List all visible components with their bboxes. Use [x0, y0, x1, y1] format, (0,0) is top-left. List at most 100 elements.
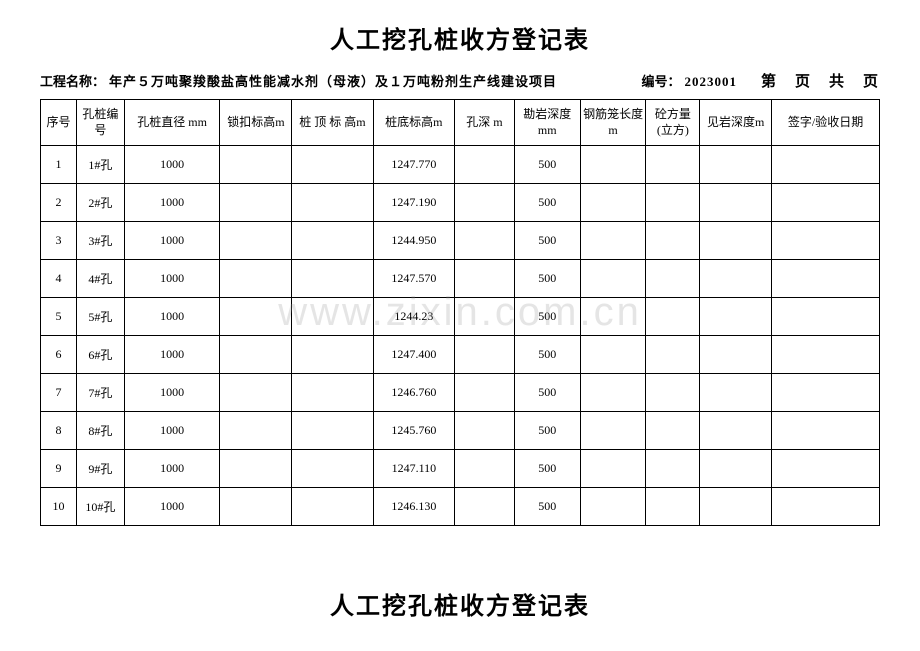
cell-sign: [772, 146, 880, 184]
cell-vol: [646, 260, 700, 298]
cell-lock: [220, 412, 292, 450]
cell-sign: [772, 488, 880, 526]
cell-top: [292, 222, 373, 260]
header-vol: 砼方量(立方): [646, 100, 700, 146]
cell-rock: 500: [514, 298, 580, 336]
cell-top: [292, 298, 373, 336]
header-sign: 签字/验收日期: [772, 100, 880, 146]
cell-dia: 1000: [124, 222, 220, 260]
table-row: 1010#孔10001246.130500: [41, 488, 880, 526]
cell-dia: 1000: [124, 260, 220, 298]
cell-vol: [646, 222, 700, 260]
cell-seq: 10: [41, 488, 77, 526]
cell-cage: [580, 222, 646, 260]
cell-bot: 1246.130: [373, 488, 454, 526]
cell-cage: [580, 184, 646, 222]
cell-cage: [580, 146, 646, 184]
cell-rock: 500: [514, 184, 580, 222]
page-info: 第 页 共 页: [761, 70, 880, 91]
cell-rdepth: [700, 336, 772, 374]
cell-depth: [455, 488, 515, 526]
project-value: 年产５万吨聚羧酸盐高性能减水剂（母液）及１万吨粉剂生产线建设项目: [109, 71, 557, 90]
cell-depth: [455, 374, 515, 412]
cell-sign: [772, 450, 880, 488]
page-title: 人工挖孔桩收方登记表: [40, 20, 880, 55]
cell-depth: [455, 336, 515, 374]
cell-dia: 1000: [124, 374, 220, 412]
cell-bot: 1244.950: [373, 222, 454, 260]
cell-seq: 8: [41, 412, 77, 450]
cell-pile: 10#孔: [76, 488, 124, 526]
cell-pile: 9#孔: [76, 450, 124, 488]
cell-pile: 4#孔: [76, 260, 124, 298]
cell-lock: [220, 488, 292, 526]
cell-rock: 500: [514, 146, 580, 184]
cell-vol: [646, 374, 700, 412]
cell-sign: [772, 412, 880, 450]
cell-lock: [220, 298, 292, 336]
cell-dia: 1000: [124, 450, 220, 488]
cell-rock: 500: [514, 374, 580, 412]
cell-lock: [220, 450, 292, 488]
header-seq: 序号: [41, 100, 77, 146]
cell-top: [292, 260, 373, 298]
cell-bot: 1247.770: [373, 146, 454, 184]
header-rock: 勘岩深度 mm: [514, 100, 580, 146]
cell-seq: 6: [41, 336, 77, 374]
cell-bot: 1247.570: [373, 260, 454, 298]
table-row: 33#孔10001244.950500: [41, 222, 880, 260]
cell-cage: [580, 412, 646, 450]
cell-lock: [220, 146, 292, 184]
cell-lock: [220, 374, 292, 412]
cell-bot: 1247.190: [373, 184, 454, 222]
cell-vol: [646, 298, 700, 336]
cell-rdepth: [700, 488, 772, 526]
cell-dia: 1000: [124, 298, 220, 336]
cell-rock: 500: [514, 412, 580, 450]
cell-rdepth: [700, 450, 772, 488]
cell-rdepth: [700, 184, 772, 222]
cell-cage: [580, 260, 646, 298]
cell-dia: 1000: [124, 336, 220, 374]
header-top: 桩 顶 标 高m: [292, 100, 373, 146]
header-lock: 锁扣标高m: [220, 100, 292, 146]
cell-top: [292, 146, 373, 184]
cell-lock: [220, 184, 292, 222]
project-label: 工程名称：: [40, 71, 105, 90]
cell-rock: 500: [514, 336, 580, 374]
cell-rdepth: [700, 260, 772, 298]
cell-cage: [580, 336, 646, 374]
cell-rdepth: [700, 412, 772, 450]
cell-vol: [646, 336, 700, 374]
table-row: 11#孔10001247.770500: [41, 146, 880, 184]
table-row: 44#孔10001247.570500: [41, 260, 880, 298]
cell-vol: [646, 184, 700, 222]
cell-pile: 7#孔: [76, 374, 124, 412]
cell-cage: [580, 374, 646, 412]
info-row: 工程名称： 年产５万吨聚羧酸盐高性能减水剂（母液）及１万吨粉剂生产线建设项目 编…: [40, 70, 880, 91]
cell-rock: 500: [514, 450, 580, 488]
cell-top: [292, 450, 373, 488]
cell-top: [292, 374, 373, 412]
cell-seq: 3: [41, 222, 77, 260]
cell-sign: [772, 260, 880, 298]
cell-cage: [580, 488, 646, 526]
cell-seq: 9: [41, 450, 77, 488]
header-dia: 孔桩直径 mm: [124, 100, 220, 146]
cell-seq: 1: [41, 146, 77, 184]
cell-depth: [455, 184, 515, 222]
cell-seq: 7: [41, 374, 77, 412]
cell-bot: 1247.110: [373, 450, 454, 488]
second-title: 人工挖孔桩收方登记表: [40, 586, 880, 621]
cell-cage: [580, 298, 646, 336]
cell-pile: 1#孔: [76, 146, 124, 184]
table-row: 66#孔10001247.400500: [41, 336, 880, 374]
cell-vol: [646, 488, 700, 526]
cell-lock: [220, 222, 292, 260]
cell-depth: [455, 260, 515, 298]
cell-rock: 500: [514, 222, 580, 260]
cell-depth: [455, 222, 515, 260]
cell-vol: [646, 412, 700, 450]
table-row: 22#孔10001247.190500: [41, 184, 880, 222]
header-pile: 孔桩编号: [76, 100, 124, 146]
